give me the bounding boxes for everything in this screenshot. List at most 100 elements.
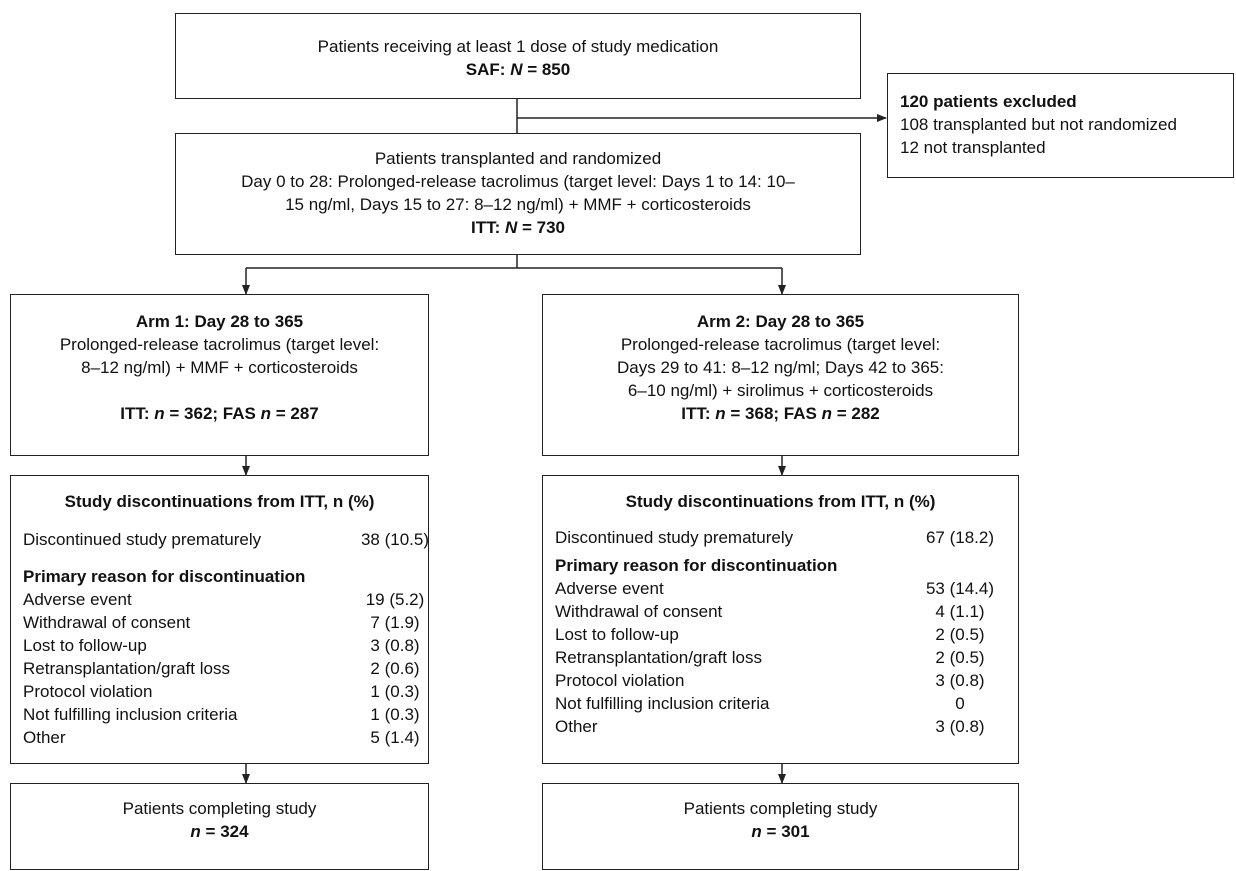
reason-row: Not fulfilling inclusion criteria 0: [543, 692, 1018, 715]
completing-box: Patients completing study n = 301: [542, 783, 1019, 870]
arm-box: Arm 2: Day 28 to 365 Prolonged-release ta…: [542, 294, 1019, 456]
text-run: n: [190, 822, 201, 841]
completing-population: n = 324: [11, 820, 428, 843]
row-label: Adverse event: [555, 579, 664, 598]
row-value: 2 (0.5): [935, 648, 985, 667]
text-run: = 362; FAS: [169, 404, 256, 423]
row-label: Protocol violation: [23, 682, 153, 701]
row-value: 2 (0.5): [935, 625, 985, 644]
text-run: ITT:: [681, 404, 711, 423]
text-lines: Patients transplanted and randomized Day …: [176, 147, 860, 216]
population: SAF: N = 850: [176, 58, 860, 81]
reason-row: Adverse event 53 (14.4): [543, 577, 1018, 600]
text-run: n: [751, 822, 762, 841]
reason-row: Protocol violation 3 (0.8): [543, 669, 1018, 692]
text-run: n: [715, 404, 726, 423]
row-label: Withdrawal of consent: [23, 613, 191, 632]
text-run: = 287: [275, 404, 319, 423]
text-line: 12 not transplanted: [900, 138, 1046, 157]
row-value: 3 (0.8): [935, 717, 985, 736]
text-run: = 850: [527, 60, 571, 79]
reason-row: Lost to follow-up 2 (0.5): [543, 623, 1018, 646]
arm-lines: Prolonged-release tacrolimus (target lev…: [11, 333, 428, 379]
text-run: = 368; FAS: [730, 404, 817, 423]
text-line: 8–12 ng/ml) + MMF + corticosteroids: [81, 358, 358, 377]
row-label: Adverse event: [23, 590, 132, 609]
row-label: Discontinued study prematurely: [23, 530, 262, 549]
text-run: N: [504, 218, 518, 237]
row-label: Retransplantation/graft loss: [23, 659, 230, 678]
arm-lines: Prolonged-release tacrolimus (target lev…: [543, 333, 1018, 402]
row-label: Not fulfilling inclusion criteria: [23, 705, 238, 724]
excluded-title: 120 patients excluded: [900, 92, 1077, 111]
discontinuation-header: Study discontinuations from ITT, n (%): [64, 492, 375, 511]
row-label: Other: [555, 717, 598, 736]
completing-label: Patients completing study: [122, 799, 317, 818]
text-run: N: [510, 60, 523, 79]
total-row: Discontinued study prematurely 38 (10.5): [11, 528, 430, 551]
excluded-box: 120 patients excluded 108 transplanted b…: [887, 73, 1234, 178]
text-line: Prolonged-release tacrolimus (target lev…: [620, 335, 941, 354]
discontinuation-header: Study discontinuations from ITT, n (%): [625, 492, 936, 511]
text-run: = 324: [205, 822, 249, 841]
row-label: Other: [23, 728, 66, 747]
row-label: Discontinued study prematurely: [555, 528, 794, 547]
row-value: 67 (18.2): [925, 528, 995, 547]
text-line: Day 0 to 28: Prolonged-release tacrolimu…: [241, 172, 795, 191]
reason-row: Withdrawal of consent 4 (1.1): [543, 600, 1018, 623]
text-run: n: [154, 404, 165, 423]
reason-row: Protocol violation 1 (0.3): [11, 680, 428, 703]
row-label: Withdrawal of consent: [555, 602, 723, 621]
row-value: 4 (1.1): [935, 602, 985, 621]
row-value: 1 (0.3): [370, 682, 420, 701]
arm-title: Arm 2: Day 28 to 365: [696, 312, 865, 331]
text-run: n: [260, 404, 271, 423]
text-run: ITT:: [470, 218, 501, 237]
row-value: 3 (0.8): [935, 671, 985, 690]
row-label: Lost to follow-up: [555, 625, 679, 644]
reason-row: Other 3 (0.8): [543, 715, 1018, 738]
row-value: 2 (0.6): [370, 659, 420, 678]
text-line: Patients transplanted and randomized: [374, 149, 662, 168]
text-line: Patients receiving at least 1 dose of st…: [317, 37, 719, 56]
text-line: 15 ng/ml, Days 15 to 27: 8–12 ng/ml) + M…: [285, 195, 751, 214]
text-run: ITT:: [120, 404, 150, 423]
text-line: 6–10 ng/ml) + sirolimus + corticosteroid…: [627, 381, 934, 400]
completing-label: Patients completing study: [683, 799, 878, 818]
text-line: Prolonged-release tacrolimus (target lev…: [59, 335, 380, 354]
row-label: Retransplantation/graft loss: [555, 648, 762, 667]
row-value: 7 (1.9): [370, 613, 420, 632]
reason-row: Withdrawal of consent 7 (1.9): [11, 611, 428, 634]
text-line: Days 29 to 41: 8–12 ng/ml; Days 42 to 36…: [617, 358, 944, 377]
discontinuation-box: Study discontinuations from ITT, n (%) Di…: [10, 475, 429, 764]
reason-row: Adverse event 19 (5.2): [11, 588, 428, 611]
text-lines: Patients receiving at least 1 dose of st…: [176, 35, 860, 58]
text-lines: 108 transplanted but not randomized 12 no…: [900, 113, 1233, 159]
text-run: SAF:: [465, 60, 506, 79]
text-run: n: [821, 404, 832, 423]
total-row: Discontinued study prematurely 67 (18.2): [543, 526, 1018, 549]
text-run: = 730: [522, 218, 566, 237]
arm-population: ITT: n = 362; FAS n = 287: [11, 402, 428, 425]
row-value: 53 (14.4): [925, 579, 995, 598]
reason-row: Retransplantation/graft loss 2 (0.5): [543, 646, 1018, 669]
reason-row: Not fulfilling inclusion criteria 1 (0.3): [11, 703, 428, 726]
reason-row: Retransplantation/graft loss 2 (0.6): [11, 657, 428, 680]
reason-row: Lost to follow-up 3 (0.8): [11, 634, 428, 657]
row-value: 38 (10.5): [360, 530, 430, 549]
text-run: = 282: [836, 404, 880, 423]
text-run: = 301: [766, 822, 810, 841]
arm-title: Arm 1: Day 28 to 365: [135, 312, 304, 331]
population: ITT: N = 730: [176, 216, 860, 239]
row-value: 0: [955, 694, 965, 713]
discontinuation-box: Study discontinuations from ITT, n (%) Di…: [542, 475, 1019, 764]
row-value: 1 (0.3): [370, 705, 420, 724]
row-value: 3 (0.8): [370, 636, 420, 655]
row-value: 19 (5.2): [365, 590, 425, 609]
completing-population: n = 301: [543, 820, 1018, 843]
arm-box: Arm 1: Day 28 to 365 Prolonged-release ta…: [10, 294, 429, 456]
reason-header: Primary reason for discontinuation: [23, 567, 306, 586]
reason-row: Other 5 (1.4): [11, 726, 428, 749]
